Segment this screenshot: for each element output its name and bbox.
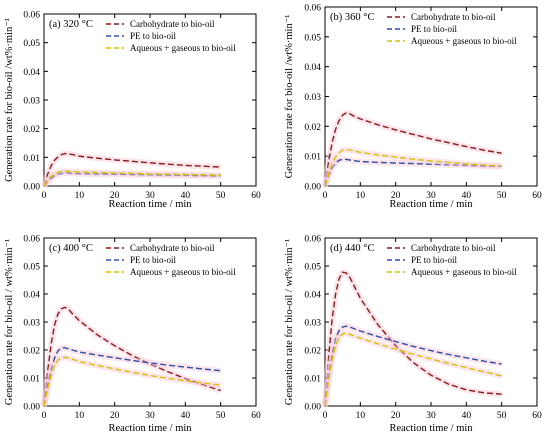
- series-line: [43, 306, 221, 407]
- y-tick-label: 0.03: [304, 319, 321, 329]
- y-tick-label: 0.03: [23, 97, 40, 107]
- series-line: [43, 170, 221, 187]
- y-tick-label: 0.04: [23, 291, 40, 301]
- y-tick-label: 0.02: [304, 347, 321, 357]
- y-tick-label: 0.03: [23, 319, 40, 329]
- y-axis-title: Generation rate for bio-oil / wt%·min⁻¹: [4, 239, 15, 405]
- legend-label: PE to bio-oil: [130, 255, 177, 265]
- legend-label: Carbohydrate to bio-oil: [130, 19, 215, 29]
- x-tick-label: 30: [145, 191, 155, 201]
- y-axis-title: Generation rate for bio-oil /wt%·min⁻¹: [4, 18, 15, 182]
- y-tick-label: 0.05: [23, 39, 40, 49]
- y-tick-label: 0.02: [23, 347, 40, 357]
- x-tick-label: 20: [391, 191, 401, 201]
- y-tick-label: 0.02: [304, 123, 321, 133]
- panel-label: (b) 360 °C: [330, 12, 374, 23]
- y-tick-label: 0.06: [304, 235, 321, 245]
- y-tick-label: 0.04: [304, 291, 321, 301]
- y-tick-label: 0.06: [304, 4, 321, 14]
- x-tick-label: 20: [110, 411, 120, 421]
- y-tick-label: 0.00: [23, 403, 40, 413]
- series-line: [43, 356, 221, 407]
- x-axis-title: Reaction time / min: [108, 423, 192, 434]
- x-tick-label: 30: [426, 411, 436, 421]
- x-tick-label: 0: [42, 411, 47, 421]
- y-tick-label: 0.01: [304, 153, 321, 163]
- x-tick-label: 10: [75, 411, 85, 421]
- x-tick-label: 40: [462, 191, 472, 201]
- x-axis-title: Reaction time / min: [389, 423, 473, 434]
- series-line: [324, 271, 502, 407]
- series-halo: [41, 354, 222, 407]
- x-tick-label: 50: [216, 411, 226, 421]
- y-tick-label: 0.03: [304, 93, 321, 103]
- x-tick-label: 20: [391, 411, 401, 421]
- x-tick-label: 0: [323, 191, 328, 201]
- y-axis-title: Generation rate for bio-oil /wt%·min⁻¹: [284, 15, 295, 179]
- x-axis-title: Reaction time / min: [108, 199, 192, 210]
- y-tick-label: 0.00: [304, 403, 321, 413]
- legend-label: Aqueous + gaseous to bio-oil: [411, 36, 517, 46]
- x-tick-label: 40: [181, 191, 191, 201]
- x-tick-label: 40: [462, 411, 472, 421]
- legend-label: Carbohydrate to bio-oil: [130, 243, 215, 253]
- series-line: [324, 158, 502, 187]
- y-tick-label: 0.04: [23, 68, 40, 78]
- x-axis-title: Reaction time / min: [389, 199, 473, 210]
- x-tick-label: 10: [356, 411, 366, 421]
- legend-label: Aqueous + gaseous to bio-oil: [130, 43, 236, 53]
- chart-panel-2: 0 10 20 30 40 50 60 0.00 0.01 0.02 0.03 0.04 0.05 0.0…: [284, 4, 542, 211]
- y-tick-label: 0.06: [23, 11, 40, 21]
- legend-label: PE to bio-oil: [130, 31, 177, 41]
- y-tick-label: 0.06: [23, 235, 40, 245]
- series-line: [324, 325, 502, 407]
- chart-panel-1: 0 10 20 30 40 50 60 0.00 0.01 0.02 0.03 0.04 0.05 0.0…: [4, 11, 261, 211]
- x-tick-label: 60: [251, 411, 261, 421]
- panel-label: (c) 400 °C: [49, 243, 93, 254]
- x-tick-label: 60: [251, 191, 261, 201]
- x-tick-label: 0: [42, 191, 47, 201]
- y-axis-title: Generation rate for bio-oil / wt%·min⁻¹: [284, 239, 295, 405]
- legend-label: Aqueous + gaseous to bio-oil: [130, 267, 236, 277]
- panel-label: (a) 320 °C: [49, 19, 93, 30]
- series-line: [43, 172, 221, 187]
- y-tick-label: 0.00: [304, 183, 321, 193]
- series-halo: [322, 269, 502, 407]
- x-tick-label: 20: [110, 191, 120, 201]
- y-tick-label: 0.05: [304, 263, 321, 273]
- x-tick-label: 40: [181, 411, 191, 421]
- legend-label: Carbohydrate to bio-oil: [411, 243, 496, 253]
- chart-panel-4: 0 10 20 30 40 50 60 0.00 0.01 0.02 0.03 0.04 0.05 0.0…: [284, 235, 542, 435]
- y-tick-label: 0.04: [304, 63, 321, 73]
- panel-label: (d) 440 °C: [330, 243, 374, 254]
- series-line: [324, 112, 502, 187]
- y-tick-label: 0.01: [23, 154, 40, 164]
- y-tick-label: 0.00: [23, 183, 40, 193]
- series-line: [43, 152, 221, 187]
- x-tick-label: 10: [356, 191, 366, 201]
- x-tick-label: 10: [75, 191, 85, 201]
- legend-label: Carbohydrate to bio-oil: [411, 12, 496, 22]
- x-tick-label: 60: [532, 411, 542, 421]
- y-tick-label: 0.02: [23, 125, 40, 135]
- series-line: [324, 332, 502, 407]
- series-line: [43, 347, 221, 407]
- x-tick-label: 50: [497, 411, 507, 421]
- legend-label: PE to bio-oil: [411, 24, 458, 34]
- y-tick-label: 0.01: [23, 375, 40, 385]
- legend-label: PE to bio-oil: [411, 255, 458, 265]
- x-tick-label: 50: [216, 191, 226, 201]
- y-tick-label: 0.05: [23, 263, 40, 273]
- y-tick-label: 0.01: [304, 375, 321, 385]
- x-tick-label: 60: [532, 191, 542, 201]
- x-tick-label: 30: [426, 191, 436, 201]
- x-tick-label: 0: [323, 411, 328, 421]
- x-tick-label: 50: [497, 191, 507, 201]
- y-tick-label: 0.05: [304, 33, 321, 43]
- x-tick-label: 30: [145, 411, 155, 421]
- legend-label: Aqueous + gaseous to bio-oil: [411, 267, 517, 277]
- series-line: [324, 148, 502, 187]
- chart-panel-3: 0 10 20 30 40 50 60 0.00 0.01 0.02 0.03 0.04 0.05 0.0…: [4, 235, 261, 435]
